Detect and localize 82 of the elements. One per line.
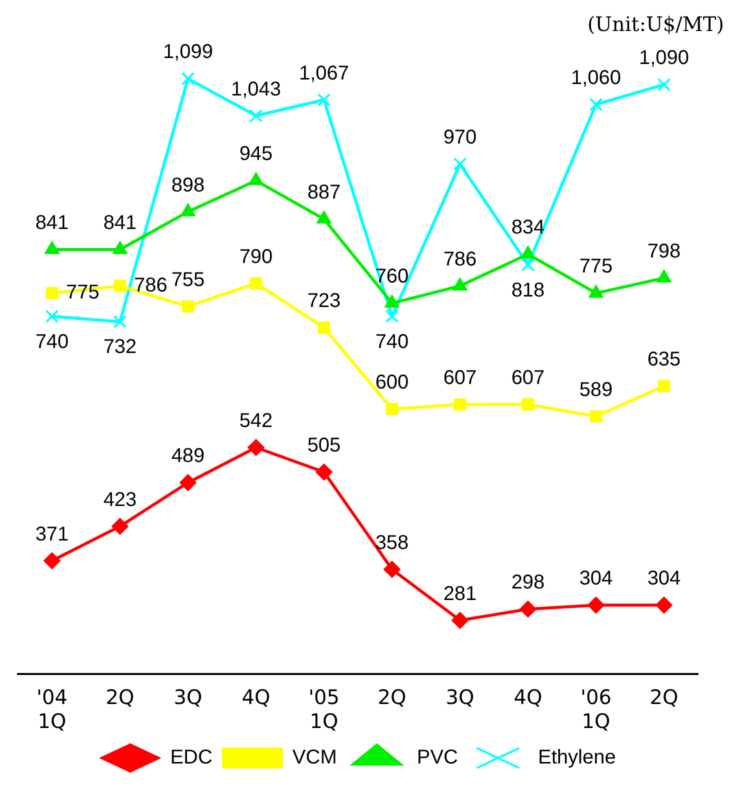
data-label: 1,043 [230, 78, 282, 100]
data-label: 775 [579, 256, 613, 278]
data-label: 423 [103, 488, 137, 511]
data-label: 304 [647, 568, 681, 590]
point [46, 287, 58, 300]
legend-label: VCM [292, 746, 337, 769]
point [590, 410, 602, 423]
data-label: 841 [103, 212, 137, 234]
point [658, 380, 670, 392]
x-tick-label: '06 1Q [580, 685, 612, 734]
data-label: 887 [307, 182, 341, 204]
legend-label: EDC [170, 746, 212, 769]
data-label: 281 [443, 582, 477, 605]
point [114, 280, 126, 292]
point [45, 310, 59, 324]
point [318, 322, 330, 334]
data-label: 970 [443, 126, 477, 149]
x-tick-label: '04 1Q [36, 685, 68, 734]
data-label: 945 [239, 143, 273, 166]
data-label: 786 [134, 274, 168, 296]
point [316, 464, 332, 481]
data-label: 600 [375, 372, 409, 394]
point [180, 474, 196, 492]
point [386, 402, 398, 416]
point [317, 93, 331, 107]
data-label: 1,099 [162, 41, 214, 64]
point [454, 398, 466, 411]
data-label: 1,067 [298, 62, 350, 84]
point [384, 560, 400, 578]
data-label: 589 [579, 378, 613, 401]
x-tick-label: 3Q [446, 685, 474, 710]
data-label: 304 [579, 568, 613, 590]
point [657, 78, 671, 92]
data-label: 489 [171, 445, 205, 468]
point [588, 596, 604, 614]
point [589, 98, 603, 112]
point [453, 157, 467, 171]
data-label: 786 [443, 248, 477, 270]
data-label: 1,090 [638, 47, 690, 70]
data-label: 358 [375, 532, 409, 554]
data-label: 798 [647, 240, 681, 263]
point [522, 398, 534, 411]
point [656, 596, 672, 614]
data-label: 505 [307, 434, 341, 457]
data-label: 298 [511, 572, 545, 594]
point [521, 258, 535, 272]
x-tick-label: '05 1Q [308, 685, 340, 734]
x-tick-label: 4Q [242, 685, 270, 710]
point [112, 518, 128, 535]
data-label: 732 [103, 336, 137, 358]
data-label: 818 [511, 279, 545, 302]
point [182, 300, 194, 313]
data-label: 898 [171, 174, 205, 196]
point [452, 612, 468, 629]
data-label: 755 [171, 268, 205, 291]
text: (Unit:U$/MT) [587, 12, 724, 36]
point [250, 277, 262, 290]
x-tick-label: 4Q [514, 685, 542, 710]
data-label: 740 [375, 330, 409, 353]
data-label: 635 [647, 348, 681, 370]
data-label: 542 [239, 410, 273, 432]
x-tick-label: 3Q [174, 685, 202, 710]
data-label: 841 [35, 212, 69, 234]
data-label: 371 [35, 523, 69, 546]
data-label: 740 [35, 330, 69, 353]
point [385, 310, 399, 324]
point [181, 72, 195, 86]
data-label: 607 [511, 366, 545, 389]
data-label: 607 [443, 366, 477, 389]
data-label: 790 [239, 246, 273, 268]
legend-label: Ethylene [538, 746, 616, 769]
x-tick-label: 2Q [106, 685, 134, 710]
data-label: 723 [307, 290, 341, 312]
point [113, 315, 127, 328]
data-label: 1,060 [570, 67, 622, 90]
point [248, 439, 264, 456]
point [44, 552, 60, 570]
x-tick-label: 2Q [378, 685, 406, 710]
point [520, 600, 536, 618]
x-tick-label: 2Q [650, 685, 678, 710]
legend-label: PVC [416, 746, 458, 769]
point [249, 109, 263, 122]
